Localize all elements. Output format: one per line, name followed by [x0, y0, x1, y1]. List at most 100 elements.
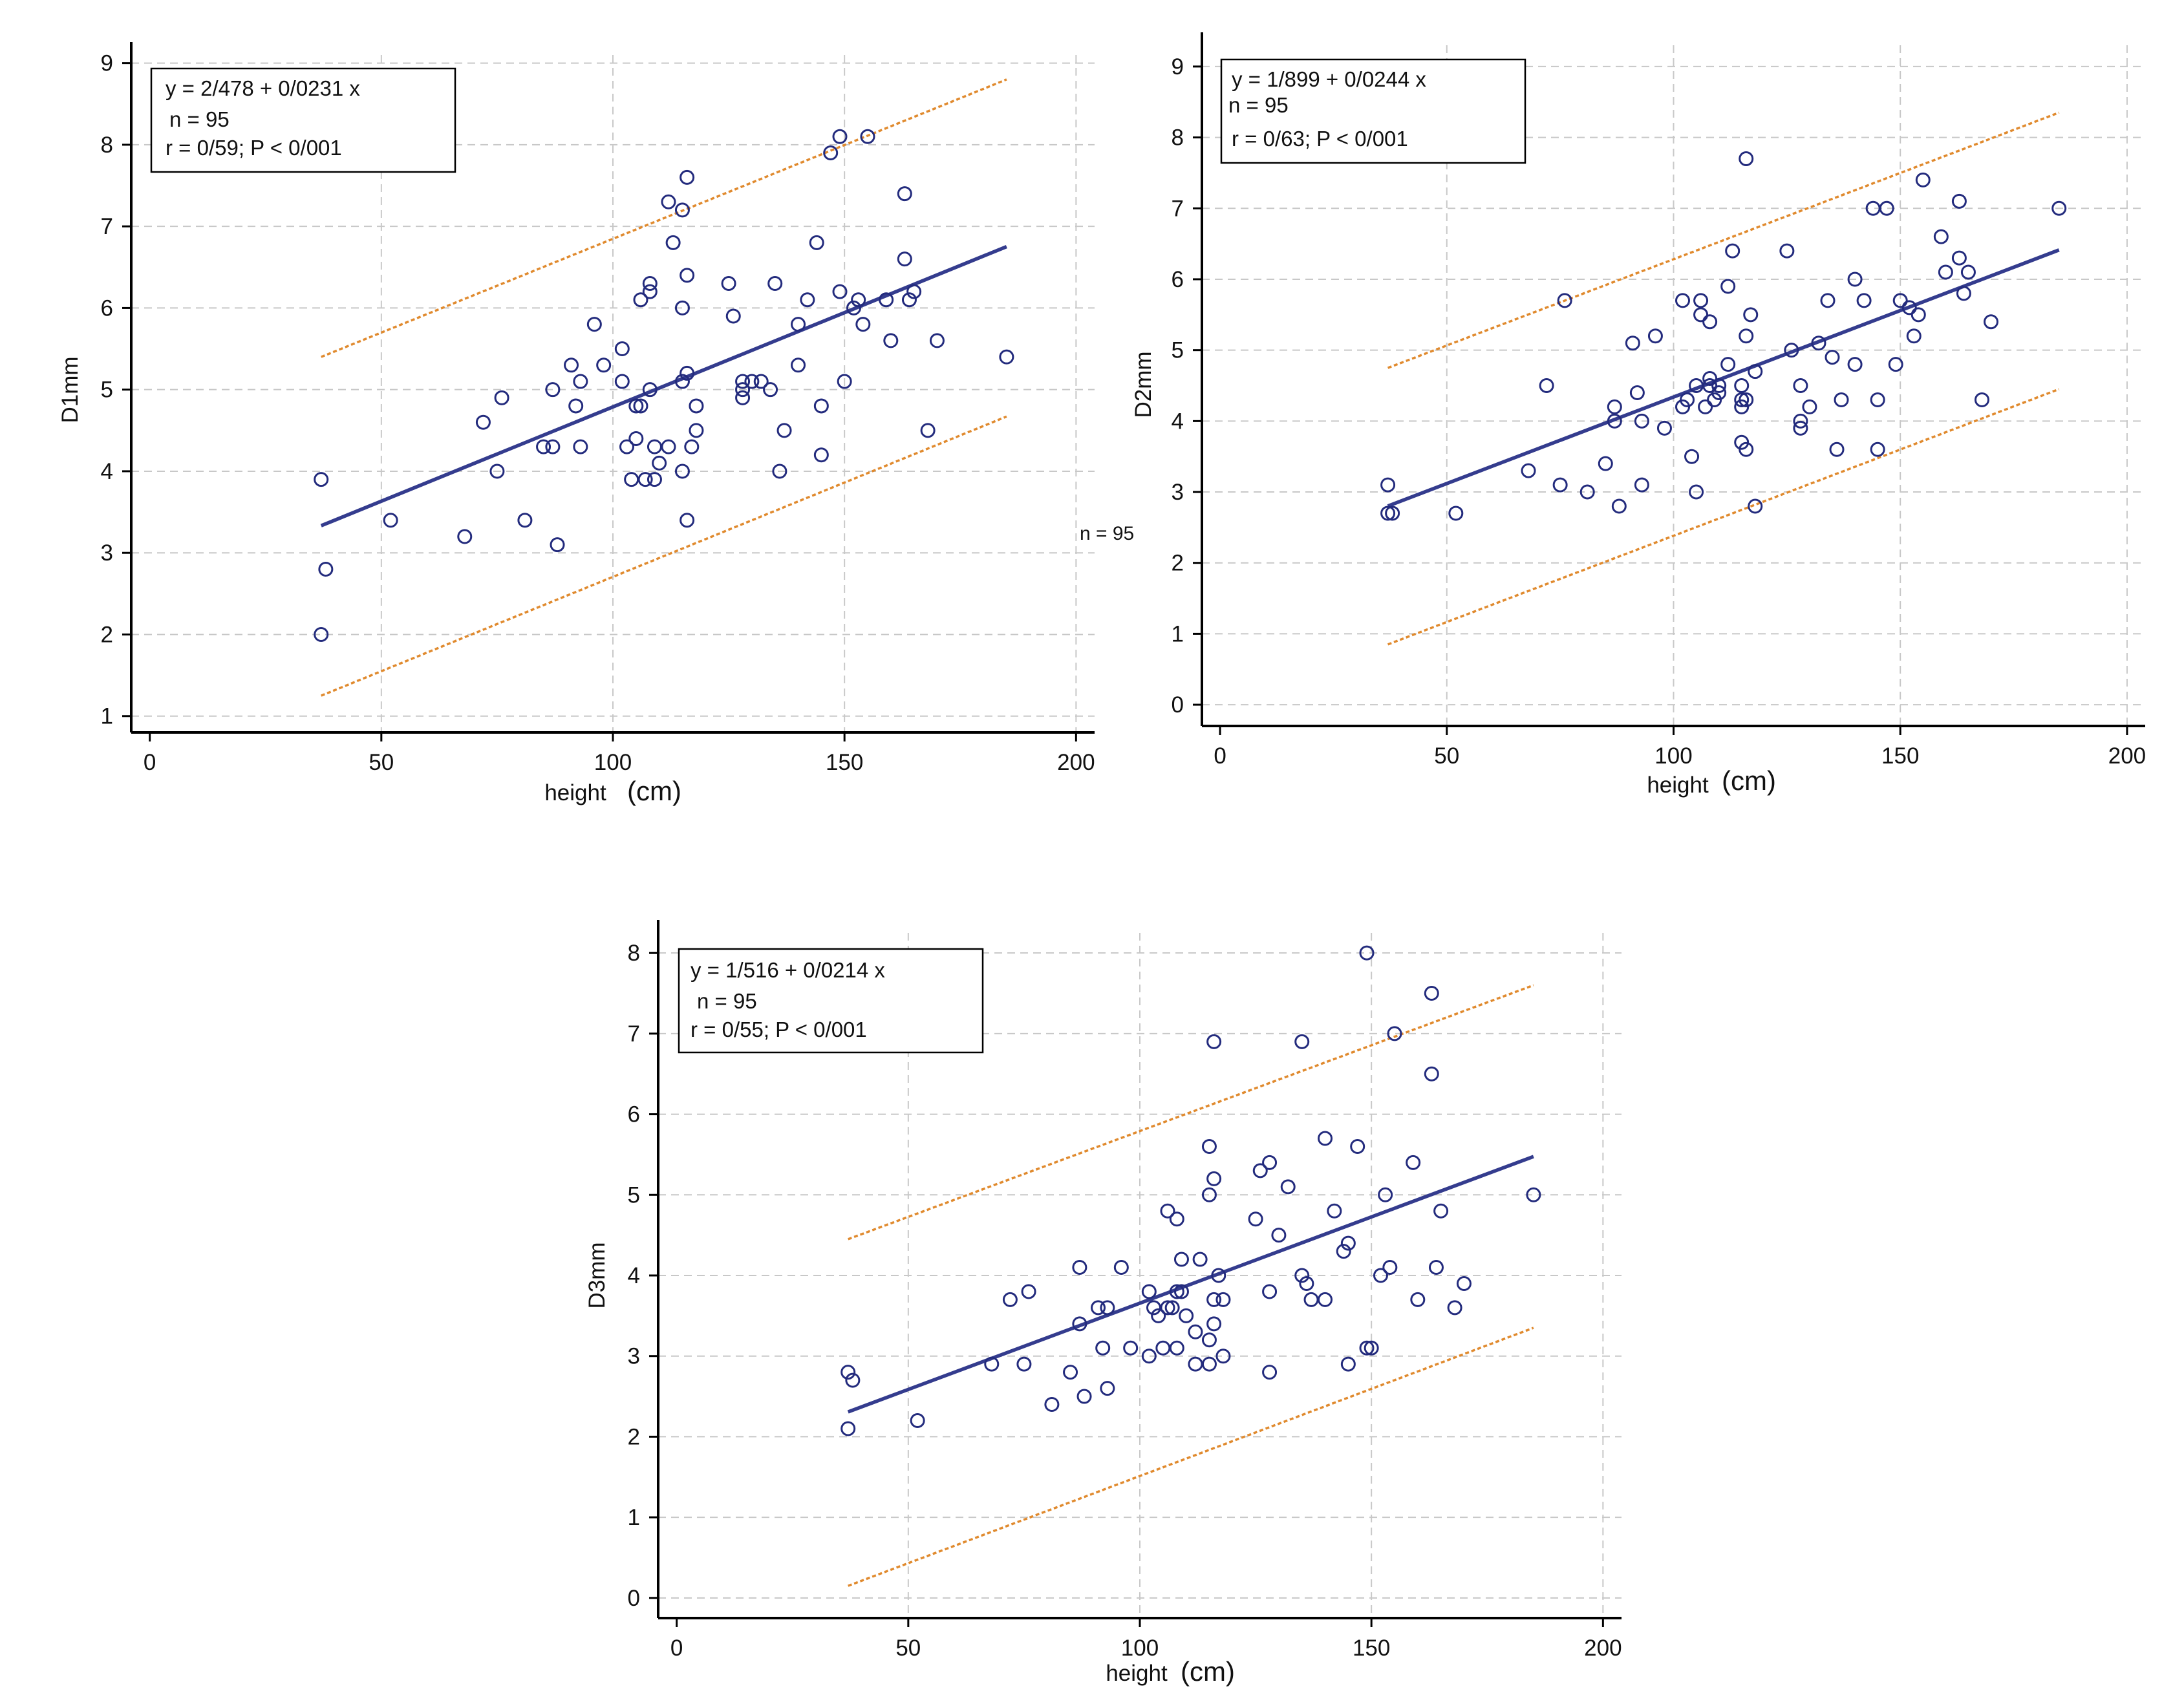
fit-line [1387, 248, 2060, 508]
data-point [1294, 1268, 1310, 1283]
data-point [1380, 506, 1396, 521]
data-point [1206, 1292, 1222, 1307]
data-point [624, 472, 639, 487]
y-tick-label: 7 [1172, 196, 1184, 221]
data-point [457, 529, 473, 544]
y-tick-label: 6 [628, 1102, 640, 1127]
data-point [628, 398, 644, 414]
data-point [1424, 1066, 1439, 1082]
x-axis-unit: (cm) [1181, 1656, 1235, 1687]
data-point [1634, 413, 1649, 429]
y-tick-label: 4 [628, 1263, 640, 1288]
data-point [1095, 1340, 1111, 1356]
data-point [1433, 1203, 1449, 1219]
data-point [1689, 484, 1704, 500]
tick-labels: 0 50 100 150 200 0 1 2 3 4 5 6 7 8 9 [1172, 54, 2147, 769]
data-point [1847, 272, 1863, 287]
data-point [920, 423, 936, 438]
data-point [314, 472, 329, 487]
sample-size: n = 95 [1228, 93, 1289, 117]
data-point [489, 464, 505, 479]
data-point [665, 235, 681, 250]
data-point [855, 317, 871, 332]
x-tick-label: 0 [144, 750, 156, 775]
data-point [1888, 357, 1903, 372]
data-point [1870, 442, 1885, 457]
data-point [1382, 1260, 1398, 1275]
data-point [1693, 307, 1709, 323]
side-note: n = 95 [1080, 523, 1134, 544]
fit-line [320, 244, 1007, 528]
data-point [1327, 1203, 1342, 1219]
data-point [1211, 1268, 1226, 1283]
data-point [1856, 293, 1872, 308]
data-point [1424, 986, 1439, 1001]
data-point [633, 292, 648, 308]
data-point [1960, 264, 1976, 280]
data-point [846, 300, 861, 315]
y-tick-label: 8 [101, 133, 113, 158]
data-point [1734, 378, 1750, 393]
data-point [545, 382, 561, 398]
data-point [661, 194, 676, 209]
x-axis-label: height [1647, 773, 1709, 798]
data-point [800, 292, 815, 308]
data-point [1956, 286, 1971, 301]
data-point [1044, 1397, 1060, 1413]
x-axis-unit: (cm) [627, 776, 681, 806]
data-point [1262, 1155, 1278, 1170]
x-tick-label: 100 [594, 750, 632, 775]
x-axis-unit: (cm) [1722, 765, 1776, 796]
data-point [1380, 477, 1396, 493]
data-point [1607, 399, 1622, 414]
scatter-points [1380, 151, 2067, 521]
x-tick-label: 100 [1654, 743, 1692, 769]
data-point [1410, 1292, 1426, 1307]
data-point [545, 439, 561, 454]
data-point [851, 292, 866, 308]
data-point [1201, 1138, 1217, 1154]
data-point [1793, 420, 1808, 436]
data-point [1521, 463, 1536, 478]
data-point [318, 561, 334, 577]
data-point [1739, 442, 1754, 457]
data-point [1169, 1211, 1184, 1227]
data-point [573, 374, 588, 389]
y-tick-label: 3 [1172, 480, 1184, 505]
data-point [1100, 1300, 1115, 1316]
data-point [1336, 1244, 1351, 1259]
data-point [1698, 399, 1713, 414]
data-point [744, 374, 760, 389]
x-tick-label: 200 [2108, 743, 2146, 769]
data-point [1373, 1268, 1388, 1283]
data-point [840, 1365, 856, 1380]
data-point [628, 431, 644, 446]
data-point [564, 357, 579, 373]
data-point [1748, 364, 1763, 379]
data-point [494, 390, 509, 405]
data-point [1748, 498, 1763, 514]
data-point [984, 1356, 1000, 1372]
correlation-stats: r = 0/59; P < 0/001 [166, 136, 342, 160]
correlation-stats: r = 0/63; P < 0/001 [1232, 127, 1408, 151]
data-point [1428, 1260, 1444, 1275]
y-tick-label: 1 [628, 1505, 640, 1530]
sample-size: n = 95 [697, 989, 757, 1013]
data-point [1892, 293, 1908, 308]
data-point [1160, 1300, 1175, 1316]
data-point [721, 276, 736, 292]
y-tick-label: 8 [628, 941, 640, 966]
data-point [791, 317, 806, 332]
data-point [1456, 1275, 1472, 1291]
data-point [1206, 1034, 1222, 1049]
data-point [735, 382, 751, 398]
data-point [1693, 293, 1709, 308]
x-tick-label: 150 [1881, 743, 1919, 769]
regression-line [320, 244, 1007, 528]
data-point [1901, 300, 1917, 315]
data-point [674, 300, 690, 315]
data-point [383, 513, 398, 528]
data-point [1739, 392, 1754, 407]
y-tick-label: 0 [1172, 692, 1184, 718]
